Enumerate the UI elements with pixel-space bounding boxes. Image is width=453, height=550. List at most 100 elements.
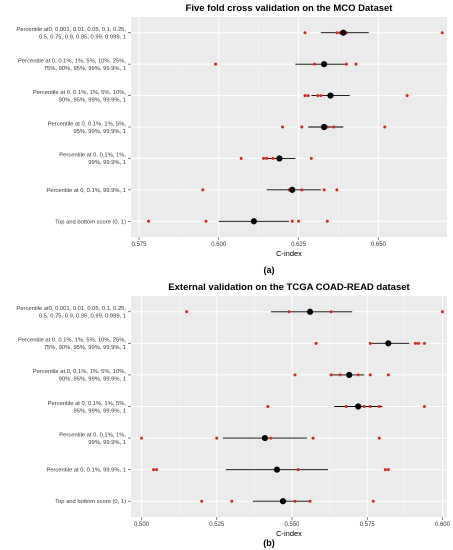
x-tick-label: 0.550 [285, 522, 301, 528]
y-category-line: Percentile at 0, 0.1%, 1%, 5%, [48, 401, 127, 407]
data-point [335, 31, 339, 35]
data-point [261, 156, 265, 160]
data-point [383, 468, 387, 472]
data-point [386, 468, 390, 472]
y-category-label: Percentile at 0, 0.1%, 99.9%, 1 [46, 468, 126, 474]
mean-point [346, 371, 353, 379]
data-point [271, 156, 275, 160]
data-point [265, 156, 269, 160]
y-category-label: Top and bottom score (0, 1) [55, 219, 126, 225]
data-point [185, 310, 189, 314]
x-tick-label: 0.575 [131, 242, 147, 248]
data-point [377, 405, 381, 408]
data-point [281, 125, 285, 129]
y-category-line: Percentile at0, 0.001, 0.01, 0.05, 0.1, … [16, 27, 126, 33]
data-point [377, 436, 381, 440]
data-point [440, 310, 444, 314]
y-category-line: 90%, 95%, 99%, 99.9%, 1 [59, 377, 126, 383]
data-point [303, 31, 307, 35]
mean-point [321, 61, 328, 68]
mean-point [250, 218, 257, 225]
data-point [405, 94, 409, 98]
x-axis-label: C-index [276, 249, 302, 258]
x-tick-label: 0.500 [134, 522, 150, 528]
y-category-line: Top and bottom score (0, 1) [55, 499, 126, 505]
data-point [230, 499, 234, 503]
data-point [368, 341, 372, 345]
mean-point [321, 123, 328, 131]
data-point [332, 125, 336, 129]
data-point [313, 62, 317, 66]
data-point [239, 156, 243, 160]
data-point [319, 94, 323, 98]
data-point [329, 310, 333, 314]
mean-point [306, 308, 314, 315]
mean-point [385, 340, 392, 347]
chart-title: External validation on the TCGA COAD-REA… [168, 282, 410, 293]
data-point [416, 341, 420, 345]
data-point [322, 188, 326, 192]
y-category-line: 75%, 90%, 95%, 99%, 99.9%, 1 [44, 66, 126, 72]
panel-label: (b) [263, 538, 275, 548]
y-category-line: 99%, 99.9%, 1 [88, 440, 126, 446]
data-point [214, 62, 218, 66]
data-point [300, 188, 304, 192]
data-point [140, 436, 144, 440]
y-category-label: Percentile at 0, 0.1%, 1%, 5%, 10%, 90%, … [33, 369, 127, 383]
chart-1: Five fold cross validation on the MCO Da… [16, 3, 447, 275]
x-tick-label: 0.625 [291, 242, 307, 248]
mean-point [261, 434, 269, 442]
y-category-line: Percentile at 0, 0.1%, 1%, 5%, 10%, 25%, [18, 338, 126, 344]
data-point [440, 31, 444, 35]
y-category-label: Percentile at 0, 0.1%, 1%, 5%, 10%, 25%,… [18, 338, 126, 352]
data-point [287, 310, 291, 314]
data-point [155, 468, 159, 472]
chart-title: Five fold cross validation on the MCO Da… [186, 3, 394, 14]
data-point [314, 341, 318, 345]
data-point [344, 62, 348, 66]
data-point [309, 156, 313, 160]
data-point [356, 373, 360, 377]
x-tick-label: 0.525 [209, 522, 225, 528]
data-point [362, 405, 366, 408]
y-category-label: Percentile at 0, 0.1%, 1%, 99%, 99.9%, 1 [59, 432, 126, 446]
y-category-line: Percentile at 0, 0.1%, 1%, 5%, 10%, [33, 90, 127, 96]
y-category-label: Percentile at 0, 0.1%, 1%, 5%, 95%, 99%, … [48, 401, 127, 415]
y-category-line: 0.5, 0.75, 0.9, 0.95, 0.99, 0.999, 1 [39, 314, 126, 320]
data-point [413, 341, 417, 345]
y-category-line: 0.5, 0.75, 0.9, 0.95, 0.99, 0.999, 1 [39, 34, 126, 40]
y-category-line: 75%, 90%, 95%, 99%, 99.9%, 1 [44, 345, 126, 351]
data-point [354, 62, 358, 66]
x-tick-label: 0.600 [435, 522, 451, 528]
data-point [383, 125, 387, 129]
data-point [293, 373, 297, 377]
mean-point [327, 92, 334, 99]
data-point [266, 405, 270, 408]
data-point [329, 373, 333, 377]
y-category-line: Percentile at 0, 0.1%, 1%, 5%, 10%, 25%, [18, 58, 126, 64]
data-point [200, 499, 204, 503]
y-category-label: Percentile at 0, 0.1%, 1%, 5%, 10%, 90%, … [33, 90, 127, 104]
y-category-label: Percentile at0, 0.001, 0.01, 0.05, 0.1, … [16, 306, 126, 320]
data-point [152, 468, 156, 472]
data-point [297, 219, 301, 223]
data-point [293, 499, 297, 503]
chart-2: External validation on the TCGA COAD-REA… [16, 282, 450, 548]
data-point [300, 125, 304, 129]
mean-point [340, 29, 347, 36]
data-point [303, 94, 307, 98]
data-point [215, 436, 219, 440]
y-category-line: Percentile at 0, 0.1%, 1%, 5%, 10%, [33, 369, 127, 375]
data-point [290, 219, 294, 223]
data-point [311, 436, 315, 440]
x-tick-label: 0.600 [211, 242, 227, 248]
data-point [204, 219, 208, 223]
y-category-line: Percentile at 0, 0.1%, 1%, [59, 153, 126, 159]
data-point [306, 94, 310, 98]
y-category-line: Percentile at0, 0.001, 0.01, 0.05, 0.1, … [16, 306, 126, 312]
y-category-label: Percentile at 0, 0.1%, 1%, 5%, 95%, 99%, … [48, 121, 127, 135]
y-category-line: 90%, 95%, 99%, 99.9%, 1 [59, 97, 126, 103]
data-point [201, 188, 205, 192]
